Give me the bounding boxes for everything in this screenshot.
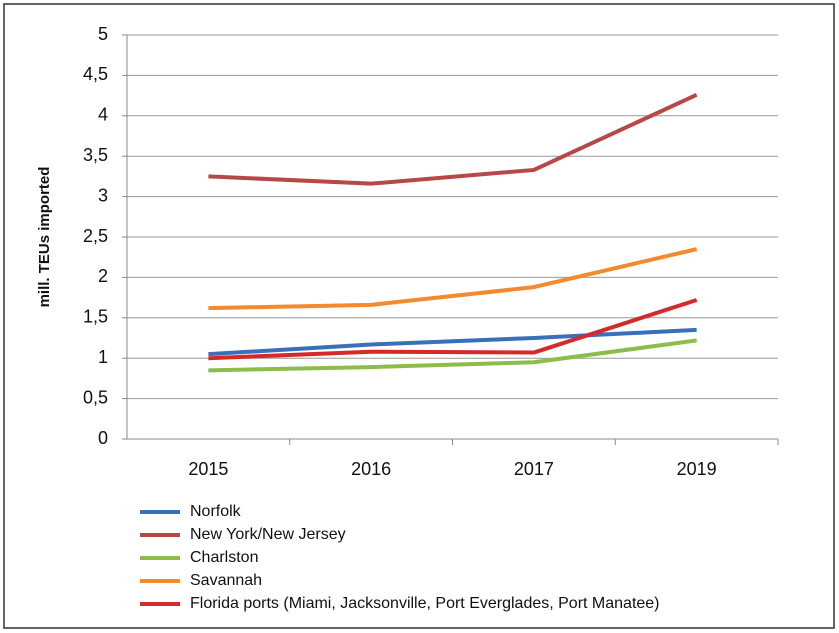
series-line — [208, 92, 698, 186]
x-tick-label: 2016 — [351, 459, 391, 479]
y-tick-label: 2,5 — [83, 226, 108, 246]
y-tick-label: 4,5 — [83, 64, 108, 84]
y-tick-label: 2 — [98, 266, 108, 286]
y-tick-label: 0,5 — [83, 387, 108, 407]
series-line — [208, 298, 698, 361]
y-tick-label: 3,5 — [83, 145, 108, 165]
y-tick-label: 1,5 — [83, 307, 108, 327]
series-line — [208, 338, 697, 373]
y-tick-label: 5 — [98, 24, 108, 44]
x-tick-label: 2015 — [188, 459, 228, 479]
legend-label: Charlston — [190, 549, 258, 566]
y-axis-label: mill. TEUs imported — [36, 167, 53, 308]
legend-label: New York/New Jersey — [190, 526, 346, 543]
y-tick-label: 3 — [98, 185, 108, 205]
series-line — [208, 327, 697, 357]
y-tick-label: 4 — [98, 105, 108, 125]
legend-label: Florida ports (Miami, Jacksonville, Port… — [190, 595, 660, 612]
x-tick-label: 2017 — [514, 459, 554, 479]
chart-frame — [3, 3, 835, 629]
x-tick-label: 2019 — [677, 459, 717, 479]
y-tick-label: 0 — [98, 428, 108, 448]
legend-label: Savannah — [190, 572, 262, 589]
y-tick-label: 1 — [98, 347, 108, 367]
series-line — [208, 247, 698, 311]
legend-label: Norfolk — [190, 503, 242, 520]
